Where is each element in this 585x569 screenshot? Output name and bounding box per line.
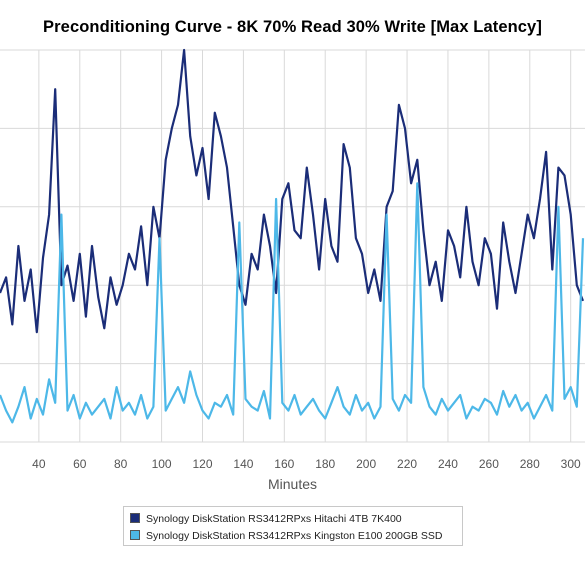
x-tick-label: 200 <box>356 457 376 470</box>
legend-label-ssd: Synology DiskStation RS3412RPxs Kingston… <box>146 530 443 542</box>
legend-label-hdd: Synology DiskStation RS3412RPxs Hitachi … <box>146 513 402 525</box>
legend-item-ssd: Synology DiskStation RS3412RPxs Kingston… <box>130 528 443 544</box>
x-axis-title: Minutes <box>267 476 318 492</box>
legend-swatch-ssd <box>130 530 140 540</box>
x-tick-label: 120 <box>192 457 212 470</box>
legend: Synology DiskStation RS3412RPxs Hitachi … <box>123 506 463 546</box>
x-tick-label: 240 <box>438 457 458 470</box>
series-line-hdd <box>0 48 585 334</box>
series-lines <box>0 48 585 424</box>
grid-lines <box>0 49 585 443</box>
legend-item-hdd: Synology DiskStation RS3412RPxs Hitachi … <box>130 511 402 527</box>
x-tick-label: 80 <box>114 457 128 470</box>
plot-area: 40 60 80 100 120 140 160 180 200 220 240 260 280 300 <box>0 48 585 470</box>
x-tick-label: 180 <box>315 457 335 470</box>
x-tick-label: 100 <box>152 457 172 470</box>
x-tick-label: 260 <box>479 457 499 470</box>
chart-title: Preconditioning Curve - 8K 70% Read 30% … <box>43 18 542 36</box>
x-tick-label: 280 <box>520 457 540 470</box>
x-tick-label: 60 <box>73 457 87 470</box>
x-tick-label: 300 <box>561 457 581 470</box>
x-tick-label: 140 <box>233 457 253 470</box>
series-line-ssd <box>0 182 585 424</box>
x-tick-label: 160 <box>274 457 294 470</box>
legend-swatch-hdd <box>130 513 140 523</box>
x-tick-label: 220 <box>397 457 417 470</box>
x-axis-ticks: 40 60 80 100 120 140 160 180 200 220 240 260 280 300 <box>32 457 581 470</box>
x-tick-label: 40 <box>32 457 46 470</box>
